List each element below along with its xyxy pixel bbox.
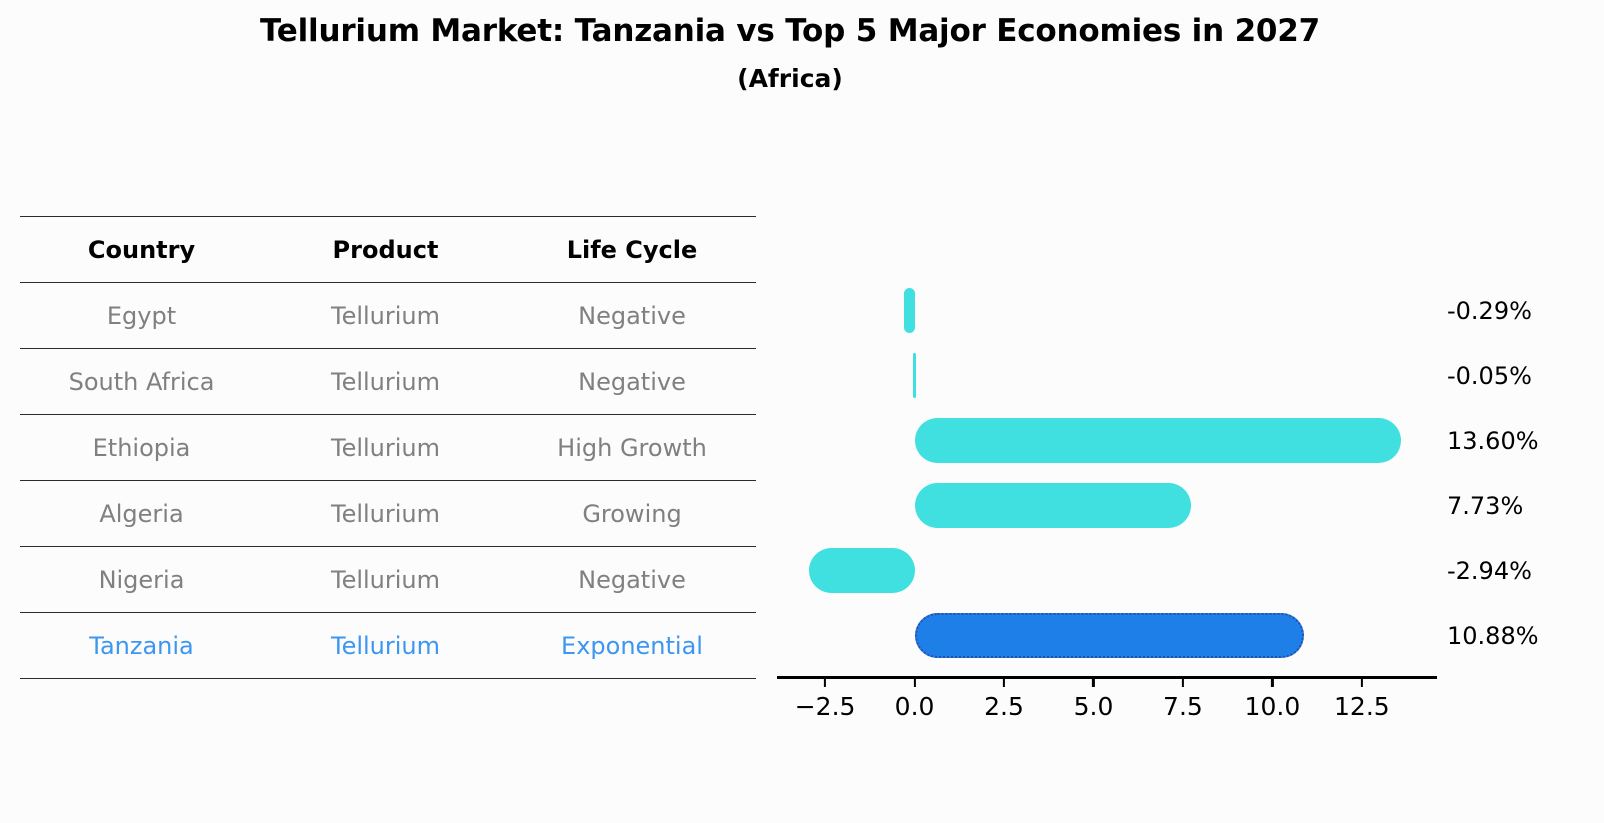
x-tick-label: 0.0 bbox=[894, 692, 935, 721]
bar-row: 10.88% bbox=[775, 603, 1539, 668]
cell-country: Algeria bbox=[20, 480, 263, 547]
cell-life-cycle: Negative bbox=[508, 282, 756, 349]
table-header: Country Product Life Cycle bbox=[20, 216, 756, 283]
cell-country: Nigeria bbox=[20, 546, 263, 613]
column-header-product: Product bbox=[263, 216, 508, 283]
cell-life-cycle: Growing bbox=[508, 480, 756, 547]
table-row: South Africa Tellurium Negative bbox=[20, 348, 756, 415]
bar-value-label: 7.73% bbox=[1447, 491, 1524, 520]
bar-value-label: -0.29% bbox=[1447, 296, 1532, 325]
bar-value-label: 10.88% bbox=[1447, 621, 1539, 650]
x-tick bbox=[823, 678, 827, 687]
chart-subtitle: (Africa) bbox=[737, 63, 843, 93]
table-row: Egypt Tellurium Negative bbox=[20, 282, 756, 349]
bar-row: -2.94% bbox=[775, 538, 1532, 603]
x-tick bbox=[1092, 678, 1095, 687]
x-tick bbox=[1002, 678, 1006, 687]
bar[interactable] bbox=[914, 483, 1192, 528]
cell-country: South Africa bbox=[20, 348, 263, 415]
table-row: Nigeria Tellurium Negative bbox=[20, 546, 756, 613]
cell-product: Tellurium bbox=[263, 546, 508, 613]
cell-country: Tanzania bbox=[20, 612, 263, 679]
cell-product: Tellurium bbox=[263, 414, 508, 481]
bar-highlight[interactable] bbox=[914, 613, 1304, 658]
plot-area: -0.29% -0.05% 13.60% 7.73% -2.94% 10.88% −2.5… bbox=[775, 216, 1539, 721]
table-row: Ethiopia Tellurium High Growth bbox=[20, 414, 756, 481]
market-table: Country Product Life Cycle Egypt Telluriu… bbox=[20, 216, 756, 679]
bar-value-label: -2.94% bbox=[1447, 556, 1532, 585]
bar[interactable] bbox=[914, 418, 1402, 463]
cell-country: Ethiopia bbox=[20, 414, 263, 481]
table-row: Algeria Tellurium Growing bbox=[20, 480, 756, 547]
cell-life-cycle: Negative bbox=[508, 348, 756, 415]
cell-life-cycle: Exponential bbox=[508, 612, 756, 679]
title-block: Tellurium Market: Tanzania vs Top 5 Majo… bbox=[0, 13, 1580, 93]
bar-value-label: 13.60% bbox=[1447, 426, 1539, 455]
table-row: Tanzania Tellurium Exponential bbox=[20, 612, 756, 679]
bar[interactable] bbox=[912, 353, 916, 398]
bar-chart-panel: -0.29% -0.05% 13.60% 7.73% -2.94% 10.88% −2.5… bbox=[775, 216, 1585, 736]
market-table-panel: Country Product Life Cycle Egypt Telluriu… bbox=[20, 216, 756, 679]
x-tick-label: 7.5 bbox=[1163, 692, 1203, 721]
cell-country: Egypt bbox=[20, 282, 263, 349]
x-tick-label: 5.0 bbox=[1073, 692, 1114, 721]
x-tick-label: −2.5 bbox=[794, 692, 856, 721]
x-tick bbox=[1360, 678, 1363, 687]
bar[interactable] bbox=[809, 548, 915, 593]
bar-row: -0.29% bbox=[775, 278, 1532, 343]
cell-product: Tellurium bbox=[263, 612, 508, 679]
x-tick-label: 12.5 bbox=[1334, 692, 1390, 721]
x-tick bbox=[913, 678, 916, 687]
bar-row: -0.05% bbox=[775, 343, 1532, 408]
x-tick bbox=[1271, 678, 1274, 687]
table-body: Egypt Tellurium Negative South Africa Tellur… bbox=[20, 282, 756, 679]
column-header-country: Country bbox=[20, 216, 263, 283]
x-tick-label: 10.0 bbox=[1244, 692, 1301, 721]
x-tick bbox=[1181, 678, 1185, 687]
bar-row: 13.60% bbox=[775, 408, 1539, 473]
x-axis-line bbox=[777, 676, 1437, 679]
cell-product: Tellurium bbox=[263, 480, 508, 547]
cell-life-cycle: Negative bbox=[508, 546, 756, 613]
bar[interactable] bbox=[904, 288, 915, 333]
table-header-row: Country Product Life Cycle bbox=[20, 216, 756, 283]
column-header-life-cycle: Life Cycle bbox=[508, 216, 756, 283]
cell-life-cycle: High Growth bbox=[508, 414, 756, 481]
chart-title: Tellurium Market: Tanzania vs Top 5 Majo… bbox=[259, 13, 1321, 49]
cell-product: Tellurium bbox=[263, 348, 508, 415]
bar-row: 7.73% bbox=[775, 473, 1523, 538]
x-tick-label: 2.5 bbox=[984, 692, 1024, 721]
bar-value-label: -0.05% bbox=[1447, 361, 1532, 390]
cell-product: Tellurium bbox=[263, 282, 508, 349]
